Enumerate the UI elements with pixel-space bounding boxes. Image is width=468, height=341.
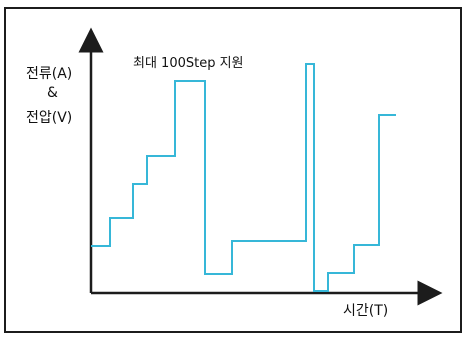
y-axis-label-ampersand: &: [47, 85, 58, 101]
y-axis-label-voltage: 전압(V): [26, 110, 73, 126]
step-waveform-line: [91, 63, 396, 292]
x-axis-label-time: 시간(T): [343, 303, 389, 319]
diagram-frame: [4, 7, 462, 333]
max-steps-annotation: 최대 100Step 지원: [133, 56, 244, 71]
y-axis-label-current: 전류(A): [26, 66, 73, 82]
